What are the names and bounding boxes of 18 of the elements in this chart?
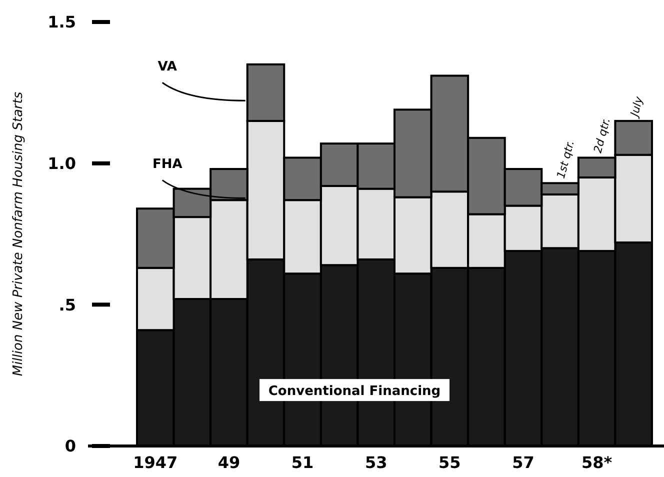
- y-tick-label: .5: [58, 295, 76, 314]
- y-axis-title: Million New Private Nonfarm Housing Starts: [11, 92, 26, 376]
- x-tick-label: 2d qtr.: [591, 116, 613, 154]
- series-label: Conventional Financing: [268, 384, 441, 400]
- y-tick-label: 0: [64, 436, 76, 456]
- x-tick-label: 1st qtr.: [554, 139, 577, 180]
- y-tick-label: 1.0: [48, 154, 76, 173]
- text: 58*: [582, 453, 613, 472]
- x-tick-label: 55: [438, 453, 461, 472]
- x-tick-label: 51: [291, 453, 314, 472]
- x-tick-label: July: [627, 94, 646, 120]
- text: FHA: [152, 157, 182, 172]
- text: VA: [158, 60, 177, 75]
- x-tick-label: 57: [512, 453, 534, 472]
- x-tick-label: 53: [364, 453, 388, 472]
- y-tick-label: 1.5: [48, 12, 76, 32]
- x-tick-label: 1947: [133, 453, 178, 472]
- x-tick-label: 49: [218, 453, 240, 472]
